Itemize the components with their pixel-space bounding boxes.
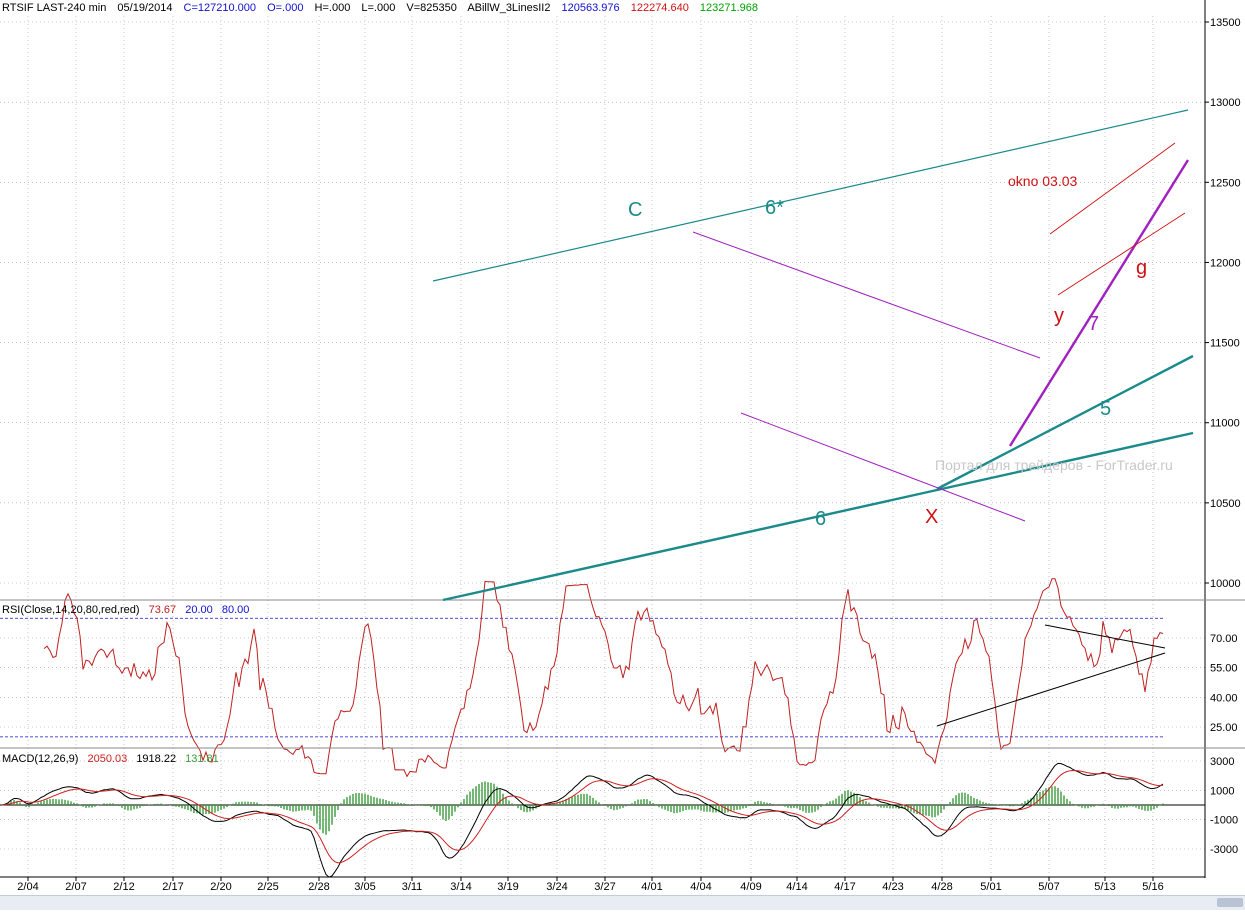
- macd-tick-label: 1000: [1210, 785, 1234, 797]
- rsi-tick-label: 55.00: [1210, 663, 1238, 675]
- macd-hist-value: 131.81: [185, 753, 219, 765]
- macd-signal-value: 1918.22: [136, 753, 177, 765]
- indicator-green-value: 123271.968: [699, 2, 759, 14]
- rsi-support-line: [936, 652, 1166, 727]
- axis-layer: 10000 10500 11000 11500 12000 12500 13000 13500…: [0, 0, 1245, 893]
- macd-header: MACD(12,26,9) 2050.03 1918.22 131.81: [2, 752, 225, 766]
- rsi-resistance-line: [1044, 624, 1166, 649]
- price-tick-label: 12500: [1210, 177, 1241, 189]
- time-tick-label: 5/01: [980, 881, 1001, 893]
- time-tick-label: 4/23: [882, 881, 903, 893]
- horizontal-scrollbar[interactable]: [0, 895, 1245, 910]
- rsi-name: RSI(Close,14,20,80,red,red): [2, 604, 140, 616]
- volume-value: V=825350: [406, 2, 457, 14]
- macd-tick-label: -3000: [1210, 844, 1238, 856]
- time-tick-label: 2/07: [65, 881, 86, 893]
- trendline-6: [442, 431, 1194, 602]
- trendline-5: [936, 354, 1194, 491]
- price-tick-label: 10500: [1210, 498, 1241, 510]
- time-tick-label: 2/04: [17, 881, 38, 893]
- macd-signal-line: [1, 769, 1164, 864]
- time-tick-label: 3/11: [402, 881, 423, 893]
- high-value: H=.000: [314, 2, 351, 14]
- rsi-tick-label: 25.00: [1210, 722, 1238, 734]
- label-y: y: [1054, 305, 1064, 327]
- price-tick-label: 10000: [1210, 578, 1241, 590]
- indicator-blue-value: 120563.976: [561, 2, 620, 14]
- time-tick-label: 4/14: [786, 881, 807, 893]
- label-7: 7: [1088, 313, 1099, 335]
- red-channel-lower: [1057, 212, 1186, 296]
- time-tick-label: 4/01: [641, 881, 662, 893]
- time-tick-label: 2/25: [257, 881, 278, 893]
- time-tick-label: 4/09: [740, 881, 761, 893]
- price-tick-label: 11000: [1210, 418, 1240, 430]
- time-tick-label: 3/24: [546, 881, 567, 893]
- price-header: RTSIF LAST-240 min 05/19/2014 C=127210.0…: [2, 1, 766, 15]
- time-tick-label: 2/28: [308, 881, 329, 893]
- time-tick-label: 2/12: [113, 881, 134, 893]
- time-tick-label: 2/20: [210, 881, 231, 893]
- indicator-red-value: 122274.640: [630, 2, 689, 14]
- channel-lower-line: [740, 412, 1026, 522]
- macd-tick-label: -1000: [1210, 815, 1238, 827]
- trendline-7: [1008, 159, 1190, 447]
- watermark-text: Портал для трейдеров - ForTrader.ru: [935, 457, 1173, 473]
- label-6-star: 6*: [765, 197, 784, 219]
- time-tick-label: 4/28: [931, 881, 952, 893]
- date-label: 05/19/2014: [117, 2, 173, 14]
- time-tick-label: 4/17: [834, 881, 855, 893]
- macd-value: 2050.03: [87, 753, 128, 765]
- grid-layer: [0, 16, 1205, 877]
- time-tick-label: 3/19: [497, 881, 518, 893]
- rsi-high: 80.00: [221, 604, 250, 616]
- open-value: O=.000: [267, 2, 304, 14]
- low-value: L=.000: [361, 2, 396, 14]
- time-tick-label: 5/13: [1094, 881, 1115, 893]
- red-channel-upper: [1049, 142, 1176, 235]
- macd-histogram: [4, 781, 1164, 835]
- price-tick-label: 12000: [1210, 257, 1241, 269]
- symbol-label: RTSIF LAST-240 min: [2, 2, 107, 14]
- time-tick-label: 5/07: [1038, 881, 1059, 893]
- rsi-value: 73.67: [148, 604, 177, 616]
- label-okno: okno 03.03: [1008, 173, 1077, 189]
- label-5: 5: [1100, 398, 1111, 420]
- label-C: C: [628, 199, 642, 221]
- time-tick-label: 3/05: [354, 881, 375, 893]
- price-tick-label: 13000: [1210, 97, 1241, 109]
- indicator-name: ABillW_3LinesII2: [467, 2, 551, 14]
- macd-name: MACD(12,26,9): [2, 753, 79, 765]
- rsi-panel: [0, 578, 1164, 778]
- time-tick-label: 3/14: [450, 881, 471, 893]
- label-6: 6: [815, 508, 826, 530]
- time-tick-label: 4/04: [690, 881, 711, 893]
- price-tick-label: 11500: [1210, 338, 1240, 350]
- scrollbar-thumb[interactable]: [1217, 898, 1243, 907]
- time-tick-label: 5/16: [1142, 881, 1163, 893]
- rsi-tick-label: 70.00: [1210, 633, 1238, 645]
- rsi-header: RSI(Close,14,20,80,red,red) 73.67 20.00 …: [2, 603, 255, 617]
- time-tick-label: 3/27: [594, 881, 615, 893]
- price-tick-label: 13500: [1210, 17, 1241, 29]
- rsi-tick-label: 40.00: [1210, 692, 1238, 704]
- time-tick-label: 2/17: [162, 881, 183, 893]
- label-g: g: [1136, 257, 1147, 279]
- macd-panel: [0, 762, 1205, 878]
- close-value: C=127210.000: [183, 2, 257, 14]
- rsi-low: 20.00: [185, 604, 213, 616]
- trendline-6star: [432, 109, 1189, 282]
- annotation-layer: C Xy g 6* 6 5 7 okno 03.03 Портал для трейдеров …: [432, 109, 1194, 727]
- macd-line: [1, 762, 1164, 878]
- rsi-line: [43, 578, 1164, 778]
- macd-tick-label: 3000: [1210, 756, 1234, 768]
- channel-upper-line: [692, 231, 1041, 359]
- label-X: X: [925, 506, 938, 528]
